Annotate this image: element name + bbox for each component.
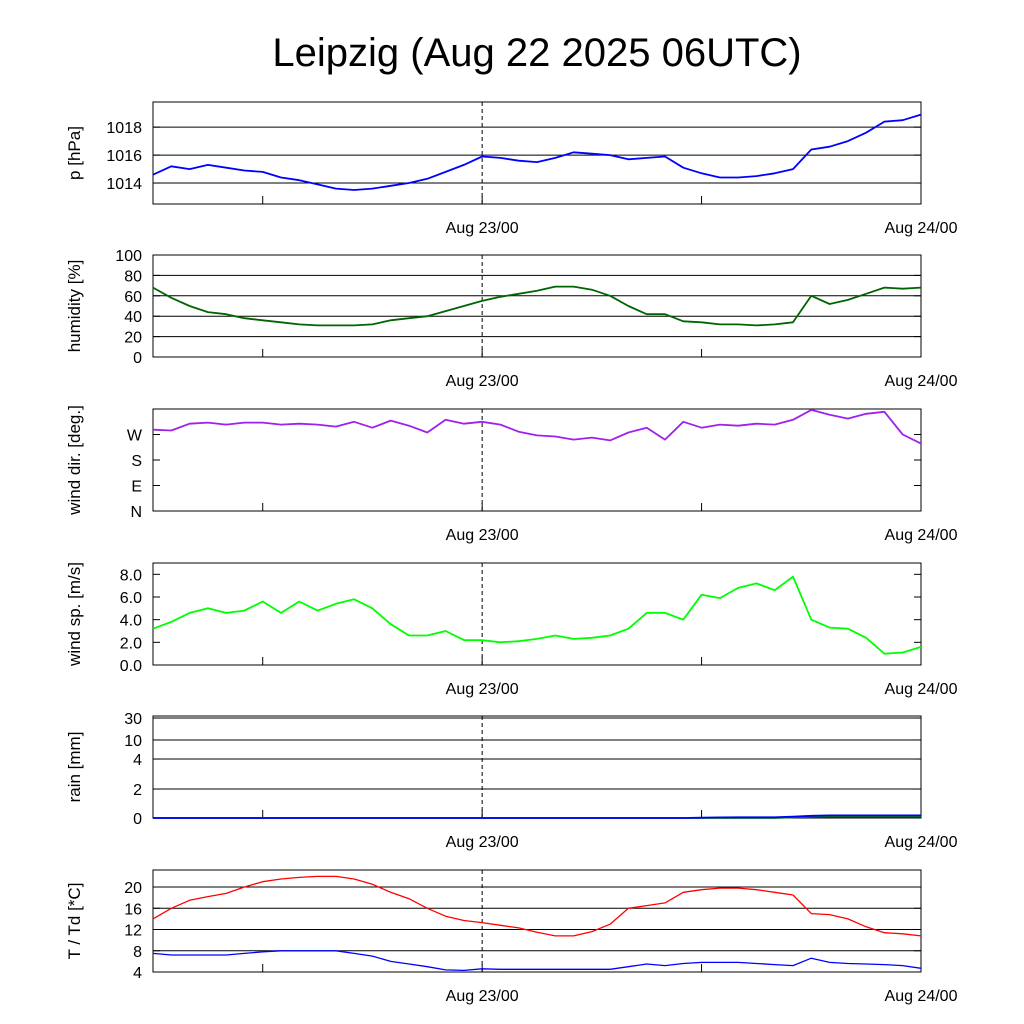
y-tick-label: 40: [124, 309, 142, 326]
y-tick-label: 10: [124, 733, 142, 750]
y-tick-label: 0: [133, 350, 142, 367]
series-line-dew-point: [152, 950, 922, 972]
y-tick-label: 6.0: [120, 590, 142, 607]
x-tick-label: Aug 24/00: [885, 681, 958, 698]
plot-frame: [152, 254, 922, 358]
y-axis-label: p [hPa]: [65, 126, 84, 180]
y-axis-label: wind dir. [deg.]: [65, 405, 84, 516]
x-tick-label: Aug 24/00: [885, 834, 958, 851]
x-tick-label: Aug 23/00: [446, 527, 519, 544]
x-tick-label: Aug 24/00: [885, 527, 958, 544]
y-tick-label: 0: [133, 811, 142, 828]
y-tick-label: 4.0: [120, 613, 142, 630]
plot-frame: [152, 715, 922, 819]
y-tick-label: 20: [124, 880, 142, 897]
plot-frame: [152, 101, 922, 205]
y-tick-label: 8.0: [120, 567, 142, 584]
x-tick-label: Aug 24/00: [885, 373, 958, 390]
y-tick-label: 100: [115, 248, 142, 265]
panel-5: Aug 23/00 Aug 24/00 4 8 12 16 20 T / Td [*C]: [65, 869, 958, 1005]
x-tick-label: Aug 23/00: [446, 681, 519, 698]
y-tick-label: W: [127, 428, 143, 445]
series-line-pressure: [152, 113, 922, 191]
y-tick-label: S: [131, 453, 142, 470]
series-line-wind-speed: [152, 575, 922, 655]
x-tick-label: Aug 23/00: [446, 988, 519, 1005]
series-line-wind-direction: [152, 408, 922, 445]
y-tick-label: 4: [133, 752, 142, 769]
y-axis-label: T / Td [*C]: [65, 883, 84, 960]
x-tick-label: Aug 24/00: [885, 988, 958, 1005]
plot-frame: [152, 562, 922, 666]
panel-4: Aug 23/00 Aug 24/00 0 2 4 10 30 rain [mm]: [65, 711, 958, 851]
x-tick-label: Aug 23/00: [446, 220, 519, 237]
panel-3: Aug 23/00 Aug 24/00 0.0 2.0 4.0 6.0 8.0 wind sp…: [65, 562, 958, 698]
x-tick-label: Aug 23/00: [446, 834, 519, 851]
y-tick-label: 2.0: [120, 635, 142, 652]
y-tick-label: 2: [133, 782, 142, 799]
y-tick-label: 1014: [106, 176, 142, 193]
chart-title: Leipzig (Aug 22 2025 06UTC): [272, 31, 801, 75]
plot-frame: [152, 408, 922, 512]
series-line-humidity: [152, 285, 922, 327]
y-tick-label: 4: [133, 965, 142, 982]
y-tick-label: 60: [124, 289, 142, 306]
y-tick-label: N: [130, 504, 142, 521]
y-tick-label: 1018: [106, 120, 142, 137]
y-tick-label: 30: [124, 711, 142, 728]
y-tick-label: 0.0: [120, 658, 142, 675]
series-line-temperature: [152, 875, 922, 937]
x-tick-label: Aug 24/00: [885, 220, 958, 237]
y-tick-label: 12: [124, 923, 142, 940]
x-tick-label: Aug 23/00: [446, 373, 519, 390]
y-tick-label: 80: [124, 268, 142, 285]
y-axis-label: rain [mm]: [65, 732, 84, 803]
plot-frame: [152, 869, 922, 973]
series-line-rain-blue-: [153, 814, 921, 819]
y-tick-label: 16: [124, 901, 142, 918]
y-tick-label: 20: [124, 330, 142, 347]
y-axis-label: wind sp. [m/s]: [65, 562, 84, 667]
panel-1: Aug 23/00 Aug 24/00 0 20 40 60 80 100 humidity […: [65, 248, 958, 390]
y-axis-label: humidity [%]: [65, 260, 84, 353]
y-tick-label: 1016: [106, 148, 142, 165]
panel-0: Aug 23/00 Aug 24/00 1014 1016 1018 p [hPa]: [65, 101, 958, 237]
y-tick-label: E: [131, 479, 142, 496]
y-tick-label: 8: [133, 944, 142, 961]
